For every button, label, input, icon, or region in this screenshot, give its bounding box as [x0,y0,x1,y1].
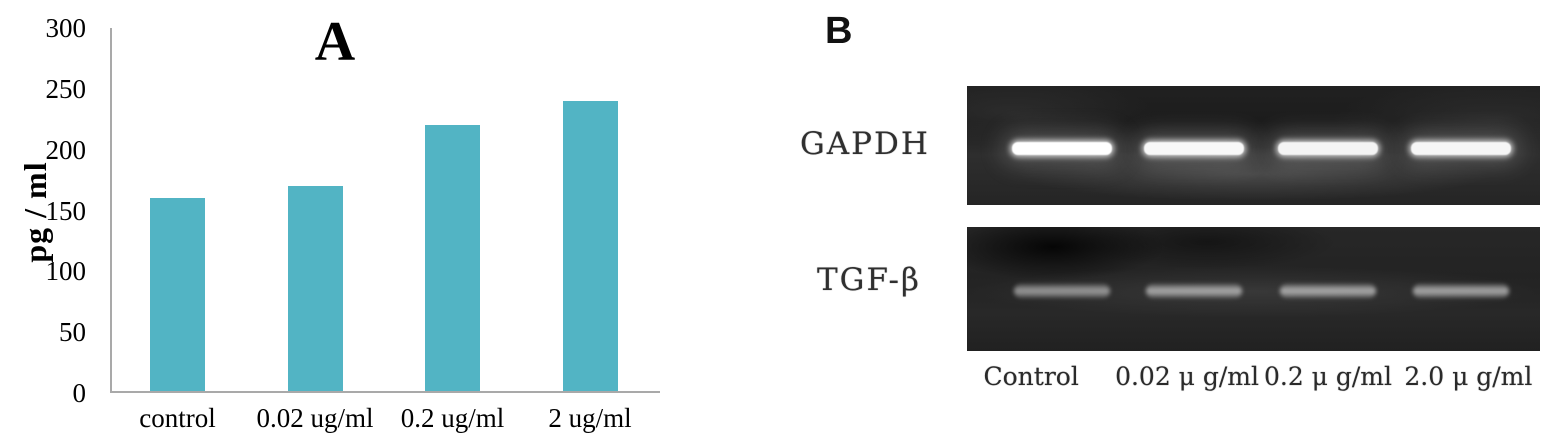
lane-label: 0.2 μ g/ml [1263,362,1392,391]
gel-band [1144,142,1245,155]
gel-image-gapdh [967,86,1540,205]
x-category-label: 0.02 ug/ml [256,403,374,433]
lane-label: 0.02 μ g/ml [1115,362,1259,391]
bar-0.2-ug-ml [425,125,480,393]
bar-0.02-ug-ml [287,186,343,393]
gel-image-tgf-beta [967,227,1540,351]
y-axis-line [110,28,112,393]
bar-control [150,198,205,393]
row-label-tgf-beta: TGF-β [817,262,921,298]
gel-band [1410,142,1511,155]
y-tick-label: 150 [45,195,87,226]
y-tick-label: 0 [72,378,87,408]
lane-label: 2.0 μ g/ml [1404,362,1533,391]
plot-area [110,28,660,393]
x-axis-line [110,391,660,393]
y-tick-label: 50 [59,317,86,348]
panel-b-title: B [825,10,853,52]
gel-band [1277,142,1378,155]
x-category-label: control [139,403,216,433]
y-tick-label: 250 [45,73,87,104]
x-category-label: 0.2 ug/ml [400,403,505,433]
bar-2-ug-ml [562,101,618,393]
panel-b-gel-figure: B GAPDH TGF-β Control 0.02 μ g/ml 0.2 μ g/… [780,0,1557,444]
panel-a-title: A [314,11,356,73]
y-tick-label: 300 [45,13,87,43]
row-label-gapdh: GAPDH [800,126,930,162]
gel-band [1146,284,1243,298]
y-tick-label: 100 [45,256,87,287]
gel-band [1013,284,1110,298]
gel-band [1279,284,1376,298]
lane-label: Control [983,362,1079,391]
gel-band [1011,142,1112,155]
y-tick-label: 200 [45,134,87,165]
panel-a-bar-chart: A pg / ml 0 50 100 150 200 250 300 control 0.02 … [0,0,700,444]
x-category-label: 2 ug/ml [548,403,632,433]
gel-band [1412,284,1509,298]
